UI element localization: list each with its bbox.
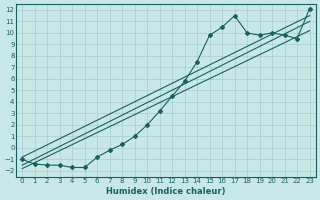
X-axis label: Humidex (Indice chaleur): Humidex (Indice chaleur) bbox=[106, 187, 226, 196]
